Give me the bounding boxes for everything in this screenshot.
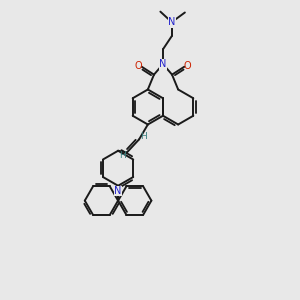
Text: N: N bbox=[114, 186, 122, 196]
Text: O: O bbox=[184, 61, 191, 71]
Text: H: H bbox=[119, 151, 126, 160]
Text: O: O bbox=[135, 61, 142, 71]
Text: N: N bbox=[159, 59, 167, 69]
Text: H: H bbox=[140, 132, 146, 141]
Text: N: N bbox=[168, 17, 176, 27]
